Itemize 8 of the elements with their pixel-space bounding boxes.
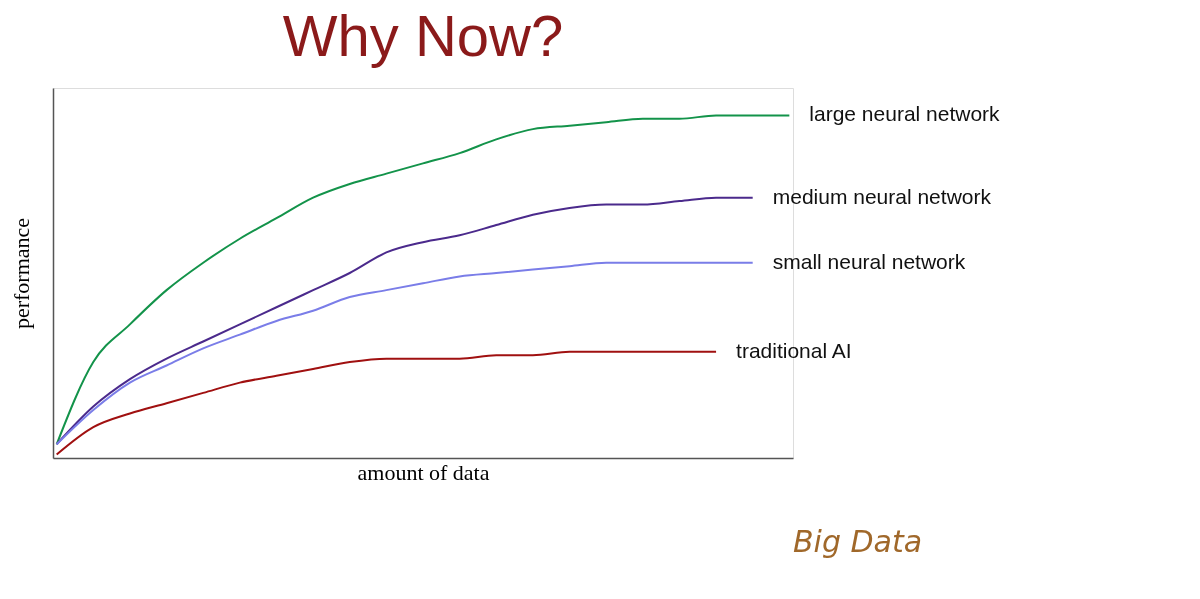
x-axis-title: amount of data — [357, 459, 490, 485]
text: Big Data — [793, 524, 923, 559]
series-label: small neural network — [772, 249, 966, 273]
series-label: medium neural network — [772, 184, 992, 208]
series-label: large neural network — [809, 102, 1001, 126]
series-label: traditional AI — [736, 338, 852, 362]
y-axis-title: performance — [8, 217, 34, 330]
chart-title: Why Now? — [282, 3, 564, 68]
